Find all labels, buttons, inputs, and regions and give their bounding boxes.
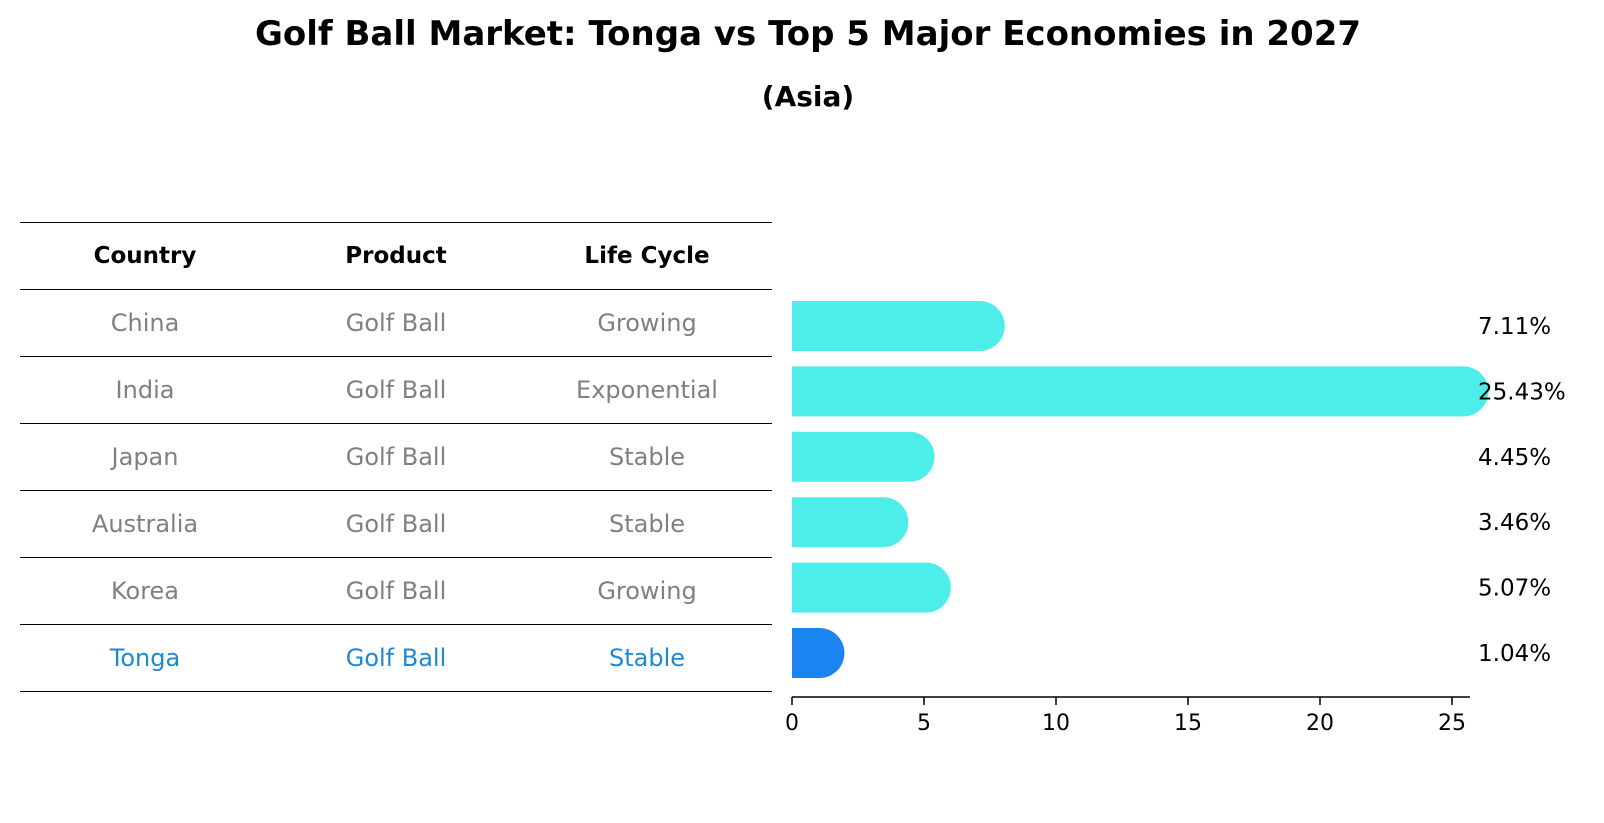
x-tick-label: 25	[1438, 711, 1466, 736]
cell-life-cycle: Growing	[597, 309, 697, 337]
cell-country: Korea	[110, 577, 180, 605]
bar-china	[792, 301, 1005, 351]
value-label-japan: 4.45%	[1478, 445, 1551, 471]
x-tick-label: 20	[1306, 711, 1334, 736]
header-country: Country	[93, 243, 197, 269]
x-tick-label: 0	[785, 711, 799, 736]
data-table: Country Product Life Cycle China Golf Ba…	[20, 222, 772, 692]
table-header-row: Country Product Life Cycle	[20, 222, 772, 289]
value-label-korea: 5.07%	[1478, 576, 1551, 602]
table-row-highlight: Tonga Golf Ball Stable	[20, 624, 772, 692]
bar-india	[792, 366, 1489, 417]
table-row: India Golf Ball Exponential	[20, 356, 772, 423]
value-label-india: 25.43%	[1478, 379, 1566, 405]
cell-country: India	[115, 376, 175, 404]
x-tick-label: 5	[917, 711, 931, 736]
cell-country: China	[110, 309, 180, 337]
cell-life-cycle: Stable	[608, 644, 686, 672]
table-row: China Golf Ball Growing	[20, 289, 772, 356]
table-row: Japan Golf Ball Stable	[20, 423, 772, 490]
header-product: Product	[345, 243, 447, 269]
cell-life-cycle: Growing	[597, 577, 697, 605]
cell-life-cycle: Stable	[608, 443, 686, 471]
chart-title: Golf Ball Market: Tonga vs Top 5 Major E…	[254, 14, 1362, 54]
cell-country: Japan	[111, 443, 179, 471]
cell-country: Tonga	[109, 644, 181, 672]
bar-tonga	[792, 628, 845, 678]
bar-korea	[792, 562, 951, 613]
x-tick-label: 10	[1042, 711, 1070, 736]
cell-life-cycle: Exponential	[576, 376, 718, 404]
x-tick-label: 15	[1174, 711, 1202, 736]
cell-product: Golf Ball	[345, 577, 447, 605]
cell-life-cycle: Stable	[608, 510, 686, 538]
table-row: Australia Golf Ball Stable	[20, 490, 772, 557]
bar-australia	[792, 497, 909, 548]
cell-product: Golf Ball	[345, 443, 447, 471]
cell-product: Golf Ball	[345, 510, 447, 538]
cell-product: Golf Ball	[345, 376, 447, 404]
chart-subtitle: (Asia)	[761, 80, 855, 113]
header-life-cycle: Life Cycle	[584, 243, 710, 269]
cell-country: Australia	[91, 510, 199, 538]
value-label-china: 7.11%	[1478, 314, 1551, 340]
table-row: Korea Golf Ball Growing	[20, 557, 772, 624]
bar-japan	[792, 431, 935, 482]
value-label-tonga: 1.04%	[1478, 641, 1551, 667]
value-label-australia: 3.46%	[1478, 510, 1551, 536]
cell-product: Golf Ball	[345, 644, 447, 672]
cell-product: Golf Ball	[345, 309, 447, 337]
